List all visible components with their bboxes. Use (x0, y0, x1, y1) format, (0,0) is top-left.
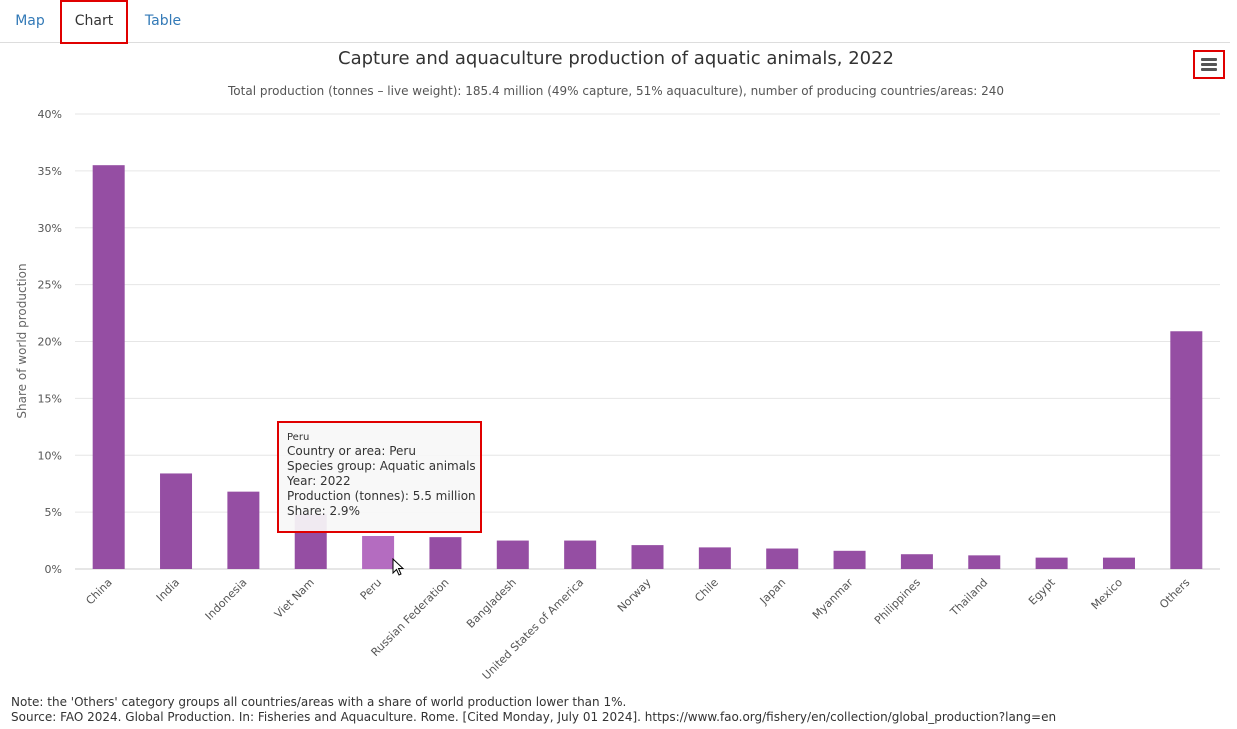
x-tick-label: Bangladesh (464, 576, 519, 631)
bar-thailand[interactable] (968, 555, 1001, 569)
y-tick-label: 35% (38, 165, 62, 178)
mouse-cursor-icon (392, 558, 405, 576)
y-tick-label: 5% (45, 506, 62, 519)
x-tick-label: Chile (692, 576, 721, 605)
bar-china[interactable] (92, 165, 125, 569)
bar-japan[interactable] (766, 548, 799, 569)
bar-myanmar[interactable] (833, 550, 866, 569)
chart-menu-button[interactable] (1193, 50, 1225, 79)
y-tick-label: 20% (38, 336, 62, 349)
y-tick-label: 40% (38, 108, 62, 121)
x-tick-label: Myanmar (810, 576, 856, 622)
x-tick-label: Japan (757, 576, 789, 608)
bar-philippines[interactable] (900, 554, 933, 569)
bar-chile[interactable] (698, 547, 731, 569)
y-tick-label: 0% (45, 563, 62, 576)
chart-note: Note: the 'Others' category groups all c… (11, 695, 627, 709)
x-tick-label: Thailand (947, 576, 990, 619)
x-tick-label: China (83, 576, 114, 607)
bar-others[interactable] (1170, 331, 1203, 569)
tab-map[interactable]: Map (15, 13, 45, 29)
y-tick-label: 10% (38, 449, 62, 462)
x-tick-label: Others (1157, 576, 1193, 612)
x-tick-label: Mexico (1089, 576, 1126, 613)
y-axis-ticks: 0% 5% 10% 15% 20% 25% 30% 35% 40% (38, 108, 62, 576)
bar-united-states-of-america[interactable] (564, 540, 597, 569)
chart-subtitle: Total production (tonnes – live weight):… (228, 84, 1004, 98)
x-tick-label: Russian Federation (369, 576, 452, 659)
bar-egypt[interactable] (1035, 557, 1068, 569)
bar-india[interactable] (160, 473, 193, 569)
bar-peru[interactable] (362, 536, 395, 569)
tooltip-line: Country or area: Peru (287, 444, 416, 458)
bar-bangladesh[interactable] (496, 540, 529, 569)
x-tick-label: India (154, 576, 182, 604)
bars (92, 165, 1203, 569)
y-tick-label: 30% (38, 222, 62, 235)
x-tick-label: Peru (358, 576, 385, 603)
x-tick-label: Indonesia (203, 576, 250, 623)
tab-bar: Map Chart Table (0, 0, 1230, 43)
chart-source: Source: FAO 2024. Global Production. In:… (11, 710, 1057, 724)
bar-indonesia[interactable] (227, 491, 260, 569)
tab-chart[interactable]: Chart (74, 13, 114, 29)
tooltip-line: Share: 2.9% (287, 504, 360, 518)
chart-title: Capture and aquaculture production of aq… (338, 48, 894, 69)
tooltip-header: Peru (287, 432, 310, 443)
y-tick-label: 15% (38, 392, 62, 405)
tooltip-line: Year: 2022 (287, 474, 351, 488)
x-tick-label: Viet Nam (272, 576, 317, 621)
y-axis-label: Share of world production (15, 263, 29, 418)
bar-mexico[interactable] (1102, 557, 1135, 569)
bar-russian-federation[interactable] (429, 537, 462, 569)
y-tick-label: 25% (38, 279, 62, 292)
x-tick-label: Norway (615, 576, 654, 615)
tooltip: Peru Country or area: Peru Species group… (277, 421, 482, 533)
bar-norway[interactable] (631, 545, 664, 569)
tab-table[interactable]: Table (144, 13, 182, 29)
x-tick-label: Egypt (1026, 575, 1058, 607)
tooltip-line: Species group: Aquatic animals (287, 459, 476, 473)
tooltip-line: Production (tonnes): 5.5 million (287, 489, 476, 503)
x-tick-label: Philippines (872, 576, 923, 627)
bar-chart: 0% 5% 10% 15% 20% 25% 30% 35% 40% China India Indo… (15, 108, 1220, 682)
